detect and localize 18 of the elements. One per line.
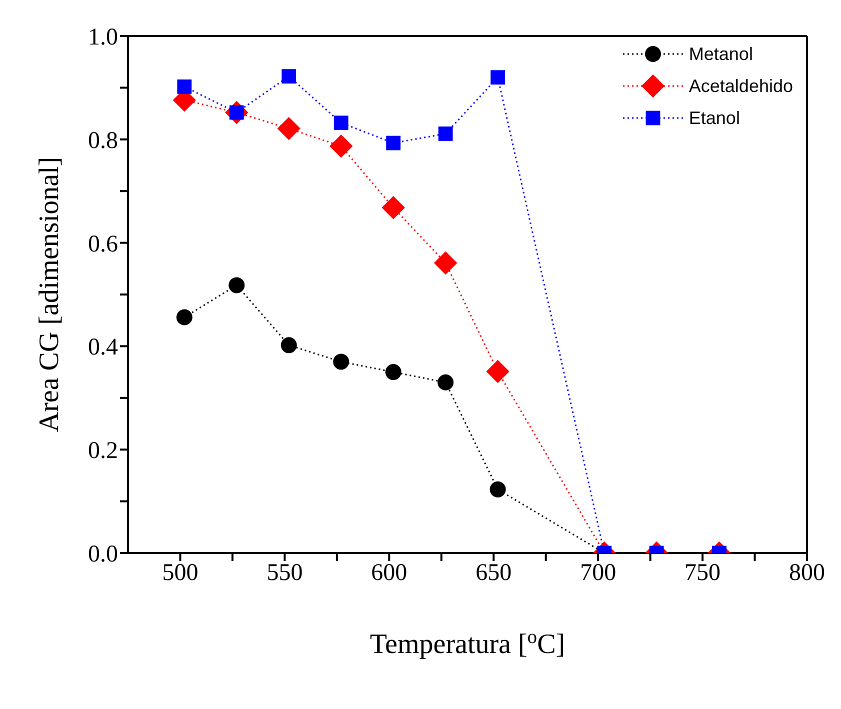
y-tick-label: 0.8: [88, 128, 118, 154]
y-tick-label: 1.0: [88, 24, 118, 51]
legend-label: Etanol: [688, 108, 740, 128]
y-tick-label: 0.6: [88, 231, 118, 258]
x-tick-label: 600: [371, 560, 408, 586]
x-tick-label: 500: [162, 560, 198, 586]
x-tick-label: 700: [580, 560, 616, 586]
x-axis-title: Temperatura [$^{o}$C]: [370, 626, 566, 660]
x-tick-label: 550: [266, 560, 303, 586]
x-tick-label: 800: [789, 560, 825, 586]
y-tick-label: 0.4: [88, 334, 118, 361]
y-axis-title: Area CG [adimensional]: [34, 156, 65, 432]
y-tick-label: 0.2: [88, 438, 118, 464]
legend-label: Acetaldehido: [688, 76, 793, 96]
legend-label: Metanol: [688, 44, 753, 64]
x-tick-label: 650: [476, 560, 512, 586]
x-tick-label: 750: [684, 560, 721, 586]
y-tick-label: 0.0: [88, 542, 118, 568]
